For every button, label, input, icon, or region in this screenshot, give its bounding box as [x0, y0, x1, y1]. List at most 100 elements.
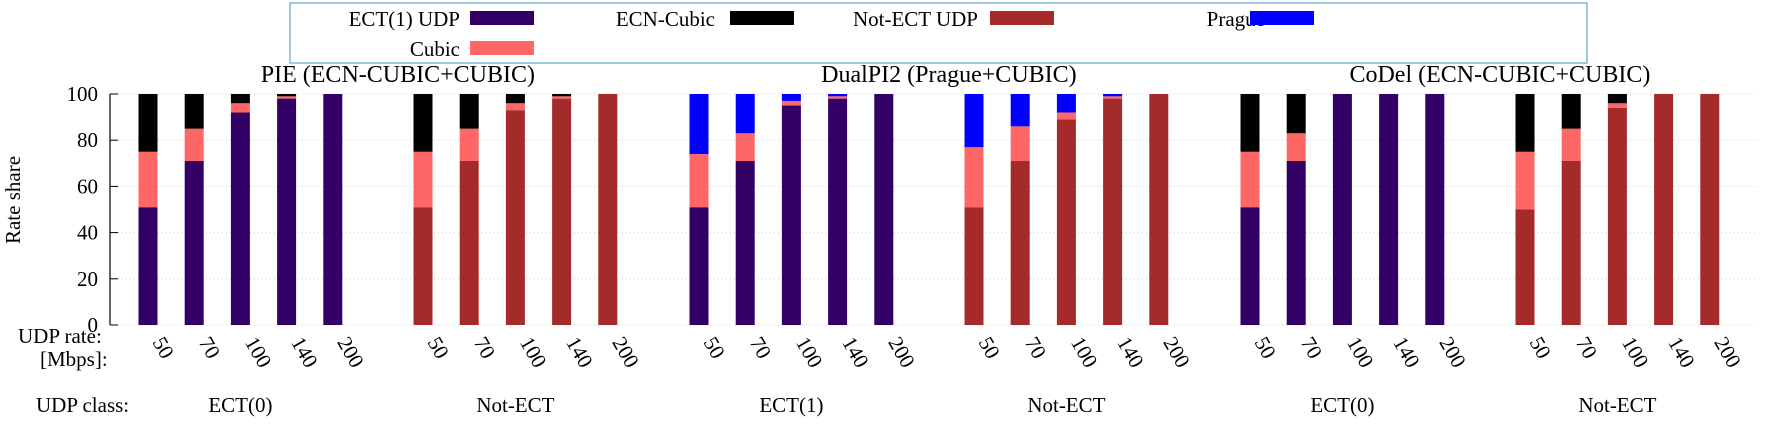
bar-segment-prague	[1010, 94, 1030, 127]
bar-segment-prague	[781, 94, 801, 101]
legend-swatch-prague	[1250, 11, 1314, 25]
bar-segment-ect1_udp	[230, 112, 250, 325]
bar-segment-ect1_udp	[1379, 94, 1399, 325]
bar-segment-prague	[735, 94, 755, 134]
bar-segment-ect1_udp	[828, 98, 848, 326]
x-tick-label: 100	[791, 333, 828, 372]
x-tick-label: 100	[1342, 333, 1379, 372]
bar-segment-ecn_cubic	[277, 94, 297, 97]
bar-segment-cubic	[1010, 126, 1030, 161]
x-tick-label: 200	[332, 333, 369, 372]
bar-segment-ecn_cubic	[1286, 94, 1306, 134]
x-tick-label: 140	[1663, 333, 1700, 372]
bar-segment-ect1_udp	[184, 160, 204, 325]
bar-segment-prague	[1103, 94, 1123, 97]
legend-label: Cubic	[410, 37, 460, 61]
bar-segment-ecn_cubic	[459, 94, 479, 129]
bar-segment-notect_udp	[1056, 119, 1076, 325]
bar-segment-cubic	[1607, 103, 1627, 108]
bar-segment-ecn_cubic	[184, 94, 204, 129]
legend: ECT(1) UDP ECN-Cubic Not-ECT UDP PragueCubi…	[289, 2, 1588, 64]
x-tick-label: 200	[1709, 333, 1746, 372]
bar-segment-notect_udp	[552, 98, 572, 326]
bar-segment-ect1_udp	[689, 207, 709, 325]
bars-layer	[138, 94, 1720, 326]
x-tick-label: 140	[286, 333, 323, 372]
bar-segment-cubic	[230, 103, 250, 113]
x-tick-label: 50	[148, 333, 179, 363]
bar-segment-prague	[828, 94, 848, 97]
bar-segment-prague	[964, 94, 984, 148]
bar-segment-ect1_udp	[138, 207, 158, 325]
udp-class-label: ECT(0)	[1310, 393, 1374, 417]
bar-segment-notect_udp	[1103, 98, 1123, 326]
bar-segment-ect1_udp	[1286, 160, 1306, 325]
bar-segment-ecn_cubic	[413, 94, 433, 152]
udp-class-label: ECT(0)	[208, 393, 272, 417]
x-tick-label: 100	[1617, 333, 1654, 372]
x-tick-label: 70	[745, 333, 776, 363]
bar-segment-cubic	[277, 96, 297, 99]
x-tick-label: 100	[1066, 333, 1103, 372]
udp-class-row-label: UDP class:	[36, 393, 129, 417]
x-tick-label: 100	[515, 333, 552, 372]
bar-segment-ecn_cubic	[1515, 94, 1535, 152]
bar-segment-cubic	[138, 151, 158, 208]
x-tick-label: 70	[1020, 333, 1051, 363]
bar-segment-cubic	[1286, 133, 1306, 161]
x-tick-label: 200	[883, 333, 920, 372]
bar-segment-prague	[689, 94, 709, 155]
bar-segment-notect_udp	[964, 207, 984, 325]
y-tick-label: 20	[77, 267, 98, 291]
x-tick-label: 140	[837, 333, 874, 372]
bar-segment-notect_udp	[598, 94, 618, 325]
bar-segment-cubic	[781, 100, 801, 106]
bar-segment-notect_udp	[1010, 160, 1030, 325]
x-tick-label: 50	[699, 333, 730, 363]
bar-segment-prague	[1056, 94, 1076, 113]
udp-class-label: Not-ECT	[476, 393, 554, 417]
bar-segment-ect1_udp	[277, 98, 297, 326]
bar-segment-ect1_udp	[323, 94, 343, 325]
bar-segment-notect_udp	[1654, 94, 1674, 325]
x-tick-label: 140	[561, 333, 598, 372]
legend-swatch-cubic	[470, 41, 534, 55]
x-tick-label: 70	[1571, 333, 1602, 363]
bar-segment-cubic	[1056, 112, 1076, 120]
x-tick-label: 50	[1250, 333, 1281, 363]
legend-label: Not-ECT UDP	[853, 7, 978, 31]
panel-title: CoDel (ECN-CUBIC+CUBIC)	[1349, 62, 1650, 88]
x-tick-label: 200	[1434, 333, 1471, 372]
bar-segment-ecn_cubic	[138, 94, 158, 152]
panel-titles: PIE (ECN-CUBIC+CUBIC) DualPI2 (Prague+CUB…	[261, 62, 1651, 88]
bar-segment-ect1_udp	[735, 160, 755, 325]
bar-segment-ecn_cubic	[1240, 94, 1260, 152]
legend-swatch-notect_udp	[990, 11, 1054, 25]
bar-segment-ect1_udp	[1240, 207, 1260, 325]
bar-segment-cubic	[1240, 151, 1260, 208]
bar-segment-notect_udp	[1607, 107, 1627, 325]
y-tick-label: 80	[77, 128, 98, 152]
udp-rate-row-label: UDP rate:	[18, 324, 102, 348]
x-tick-label: 100	[240, 333, 277, 372]
panel-title: PIE (ECN-CUBIC+CUBIC)	[261, 62, 535, 88]
legend-label: ECN-Cubic	[616, 7, 715, 31]
x-tick-label: 70	[1296, 333, 1327, 363]
bar-segment-cubic	[735, 133, 755, 161]
bar-segment-notect_udp	[1700, 94, 1720, 325]
bar-segment-ect1_udp	[1332, 94, 1352, 325]
bar-segment-ecn_cubic	[552, 94, 572, 97]
x-tick-label: 140	[1388, 333, 1425, 372]
bar-segment-cubic	[552, 96, 572, 99]
panel-title: DualPI2 (Prague+CUBIC)	[821, 62, 1077, 88]
bar-segment-cubic	[1515, 151, 1535, 210]
legend-swatch-ect1_udp	[470, 11, 534, 25]
x-tick-label: 70	[469, 333, 500, 363]
udp-class-label: ECT(1)	[759, 393, 823, 417]
grid-layer	[110, 93, 1755, 326]
bar-segment-notect_udp	[1149, 94, 1169, 325]
bar-segment-ect1_udp	[781, 105, 801, 325]
bar-segment-ecn_cubic	[1561, 94, 1581, 129]
